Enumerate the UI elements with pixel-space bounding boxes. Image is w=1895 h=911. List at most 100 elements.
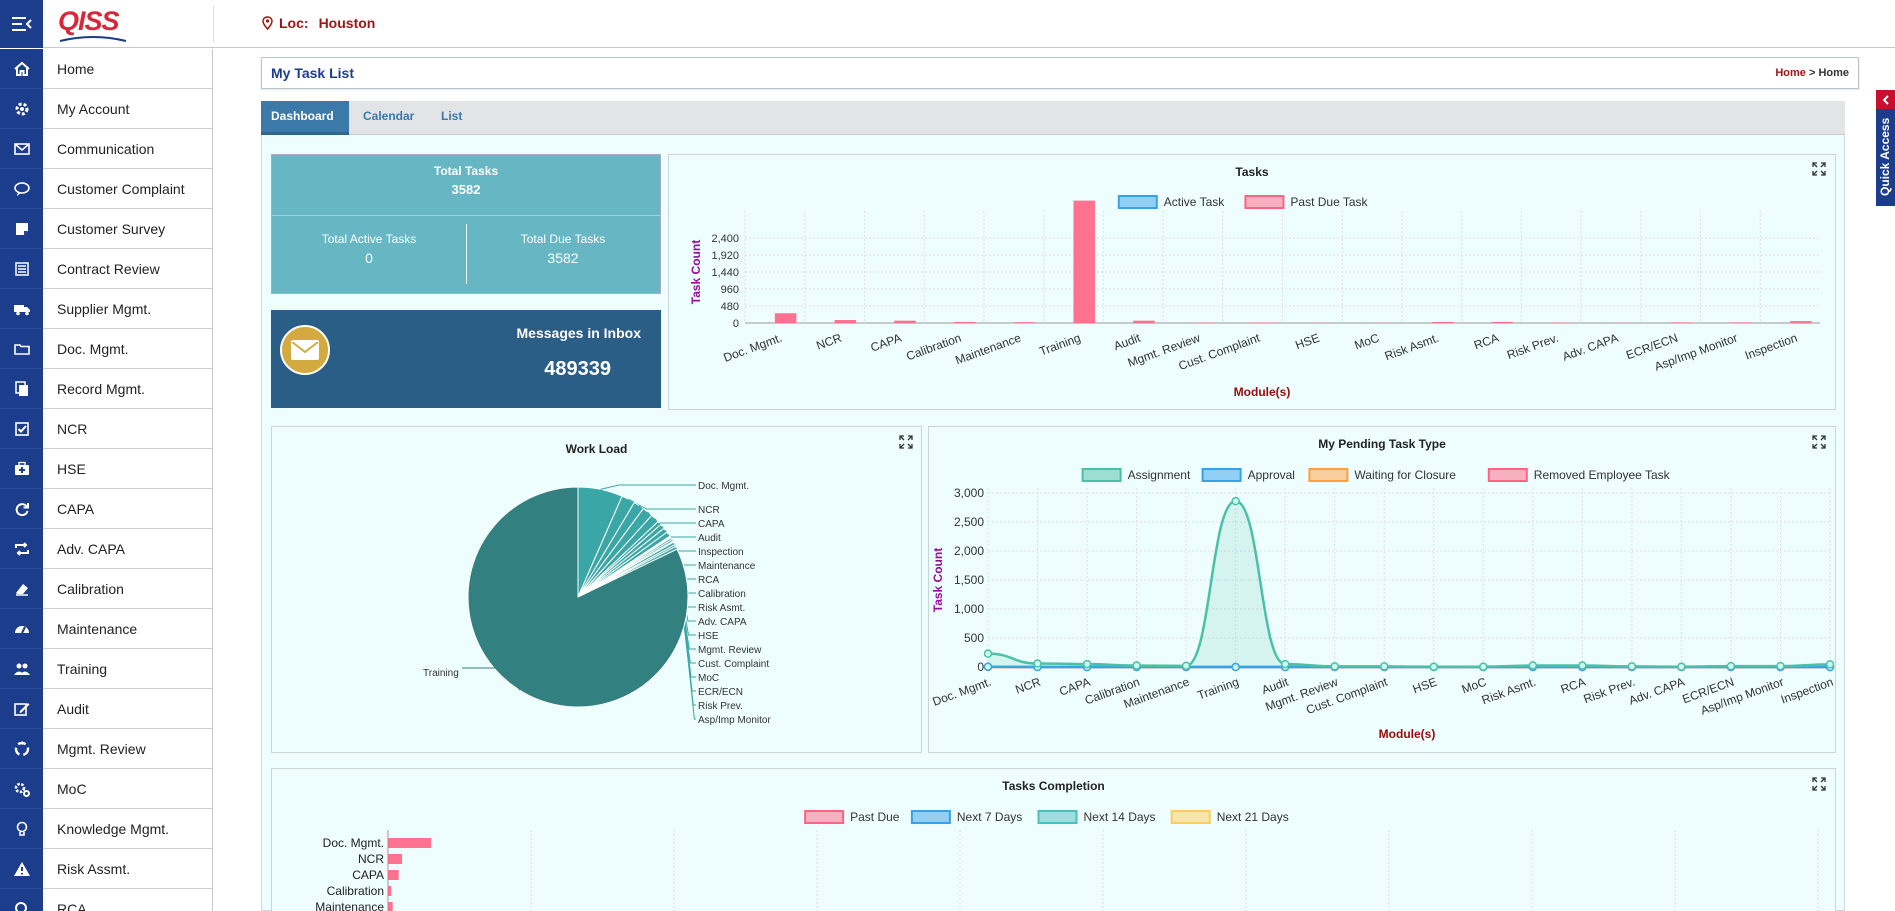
- sidebar-item-label: HSE: [57, 460, 86, 477]
- due-tasks-label: Total Due Tasks: [520, 232, 606, 246]
- edit-icon: [0, 689, 43, 729]
- sidebar-item-label: RCA: [57, 900, 87, 911]
- sidebar-item-label: Supplier Mgmt.: [57, 300, 152, 317]
- completion-chart-title: Tasks Completion: [1002, 779, 1105, 793]
- sidebar-item-label: Communication: [57, 140, 155, 157]
- active-tasks-value: 0: [365, 250, 373, 266]
- inbox-count: 489339: [544, 358, 611, 380]
- note-icon: [0, 209, 43, 249]
- breadcrumb-home-link[interactable]: Home: [1775, 67, 1806, 79]
- completion-chart-panel: Tasks Completion: [271, 768, 1836, 911]
- folder-icon: [0, 329, 43, 369]
- stats-divider: [272, 215, 660, 216]
- cogs-icon: [0, 769, 43, 809]
- sidebar-item-label: Maintenance: [57, 620, 138, 637]
- sidebar-item-moc[interactable]: MoC: [0, 769, 212, 809]
- users-icon: [0, 649, 43, 689]
- sidebar-item-contract-review[interactable]: Contract Review: [0, 249, 212, 289]
- sidebar-item-maintenance[interactable]: Maintenance: [0, 609, 212, 649]
- page-title: My Task List: [271, 65, 354, 81]
- sidebar-item-label: Training: [57, 660, 108, 677]
- sidebar: Home My Account Communication Customer Comp…: [0, 49, 213, 911]
- sidebar-item-supplier-mgmt[interactable]: Supplier Mgmt.: [0, 289, 212, 329]
- sidebar-item-label: MoC: [57, 780, 87, 797]
- inbox-card[interactable]: Messages in Inbox 489339: [271, 310, 661, 408]
- sidebar-item-customer-complaint[interactable]: Customer Complaint: [0, 169, 212, 209]
- sidebar-item-adv-capa[interactable]: Adv. CAPA: [0, 529, 212, 569]
- tab-bar: Dashboard Calendar List: [261, 101, 1845, 135]
- map-marker-icon: [262, 16, 273, 30]
- sidebar-item-label: Calibration: [57, 580, 124, 597]
- files-icon: [0, 369, 43, 409]
- envelope-icon: [280, 325, 330, 375]
- medkit-icon: [0, 449, 43, 489]
- dashboard-icon: [0, 609, 43, 649]
- task-stats-card: Total Tasks 3582 Total Active Tasks 0 To…: [271, 154, 661, 294]
- expand-icon[interactable]: [1812, 435, 1826, 449]
- sidebar-item-home[interactable]: Home: [0, 49, 212, 89]
- breadcrumb: Home > Home: [1775, 67, 1849, 79]
- sidebar-item-record-mgmt[interactable]: Record Mgmt.: [0, 369, 212, 409]
- retweet-icon: [0, 529, 43, 569]
- sidebar-item-hse[interactable]: HSE: [0, 449, 212, 489]
- home-icon: [0, 49, 43, 89]
- sidebar-item-training[interactable]: Training: [0, 649, 212, 689]
- warning-icon: [0, 849, 43, 889]
- sidebar-item-capa[interactable]: CAPA: [0, 489, 212, 529]
- due-tasks-value: 3582: [547, 250, 579, 266]
- sidebar-item-label: Home: [57, 60, 95, 77]
- app-logo[interactable]: QISS: [58, 6, 127, 42]
- sidebar-item-label: CAPA: [57, 500, 95, 517]
- sidebar-item-label: Adv. CAPA: [57, 540, 125, 557]
- breadcrumb-current: Home: [1818, 67, 1849, 79]
- active-tasks-label: Total Active Tasks: [321, 232, 417, 246]
- location-indicator[interactable]: Loc: Houston: [262, 15, 375, 31]
- top-bar: QISS Loc: Houston: [0, 0, 1895, 48]
- sidebar-item-customer-survey[interactable]: Customer Survey: [0, 209, 212, 249]
- pending-chart-panel: My Pending Task Type: [928, 426, 1836, 753]
- sidebar-item-label: NCR: [57, 420, 88, 437]
- sidebar-item-label: My Account: [57, 100, 130, 117]
- stats-vertical-divider: [466, 224, 467, 284]
- sidebar-item-calibration[interactable]: Calibration: [0, 569, 212, 609]
- tab-dashboard[interactable]: Dashboard: [261, 101, 349, 135]
- chat-icon: [0, 169, 43, 209]
- sidebar-item-mgmt-review[interactable]: Mgmt. Review: [0, 729, 212, 769]
- expand-icon[interactable]: [1812, 777, 1826, 791]
- sidebar-item-label: Knowledge Mgmt.: [57, 820, 170, 837]
- total-tasks-label: Total Tasks: [433, 164, 499, 178]
- workload-chart-panel: Work Load: [271, 426, 922, 753]
- page-title-bar: My Task List Home > Home: [261, 57, 1859, 89]
- search-icon: [0, 889, 43, 911]
- sidebar-item-risk-assmt[interactable]: Risk Assmt.: [0, 849, 212, 889]
- tasks-chart-title: Tasks: [1235, 165, 1269, 179]
- inbox-label: Messages in Inbox: [516, 325, 641, 341]
- sidebar-item-doc-mgmt[interactable]: Doc. Mgmt.: [0, 329, 212, 369]
- sidebar-item-audit[interactable]: Audit: [0, 689, 212, 729]
- location-label: Loc:: [279, 15, 309, 31]
- chevron-left-icon: [1876, 90, 1895, 109]
- menu-icon: [11, 17, 32, 31]
- expand-icon[interactable]: [1812, 162, 1826, 176]
- sidebar-item-knowledge-mgmt[interactable]: Knowledge Mgmt.: [0, 809, 212, 849]
- sidebar-item-communication[interactable]: Communication: [0, 129, 212, 169]
- sidebar-item-ncr[interactable]: NCR: [0, 409, 212, 449]
- sidebar-item-rca[interactable]: RCA: [0, 889, 212, 911]
- sidebar-item-label: Mgmt. Review: [57, 740, 146, 757]
- sidebar-item-label: Customer Complaint: [57, 180, 185, 197]
- total-tasks-value: 3582: [451, 182, 481, 197]
- location-value: Houston: [318, 15, 376, 31]
- tab-calendar[interactable]: Calendar: [363, 109, 415, 123]
- menu-toggle-button[interactable]: [0, 0, 43, 48]
- sidebar-item-label: Contract Review: [57, 260, 160, 277]
- sidebar-item-my-account[interactable]: My Account: [0, 89, 212, 129]
- refresh-icon: [0, 489, 43, 529]
- expand-icon[interactable]: [899, 435, 913, 449]
- bulb-icon: [0, 809, 43, 849]
- sidebar-item-label: Audit: [57, 700, 89, 717]
- quick-access-tab[interactable]: Quick Access: [1876, 90, 1895, 206]
- header-divider: [213, 6, 214, 42]
- tab-list[interactable]: List: [441, 109, 463, 123]
- checkbox-icon: [0, 409, 43, 449]
- tasks-chart-panel: Tasks: [668, 154, 1836, 410]
